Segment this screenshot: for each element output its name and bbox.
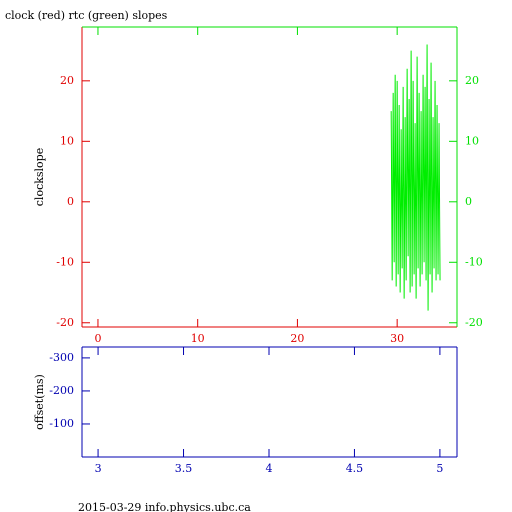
x-tick-label: 3	[95, 462, 102, 475]
y2-tick-label: -10	[465, 255, 483, 268]
x-tick-label: 4	[265, 462, 272, 475]
x-tick-label: 0	[94, 332, 101, 345]
y-axis-label: clockslope	[33, 148, 46, 206]
y-tick-label: -10	[56, 255, 74, 268]
x-tick-label: 4.5	[346, 462, 364, 475]
y-axis-label: offset(ms)	[33, 374, 46, 430]
footer: 2015-03-29 info.physics.ubc.ca	[78, 501, 251, 512]
x-tick-label: 30	[390, 332, 404, 345]
y-tick-label: 0	[67, 195, 74, 208]
y2-tick-label: 20	[465, 74, 479, 87]
y-tick-label: -20	[56, 316, 74, 329]
y2-tick-label: 0	[465, 195, 472, 208]
y-tick-label: 10	[60, 134, 74, 147]
data-line	[390, 44, 441, 311]
chart-title: clock (red) rtc (green) slopes	[5, 9, 168, 22]
y2-tick-label: 10	[465, 134, 479, 147]
x-tick-label: 10	[191, 332, 205, 345]
y-tick-label: 20	[60, 74, 74, 87]
x-tick-label: 5	[436, 462, 443, 475]
x-tick-label: 3.5	[175, 462, 193, 475]
x-tick-label: 20	[290, 332, 304, 345]
y-tick-label: -200	[49, 384, 74, 397]
y-tick-label: -300	[49, 351, 74, 364]
y2-tick-label: -20	[465, 316, 483, 329]
y-tick-label: -100	[49, 417, 74, 430]
